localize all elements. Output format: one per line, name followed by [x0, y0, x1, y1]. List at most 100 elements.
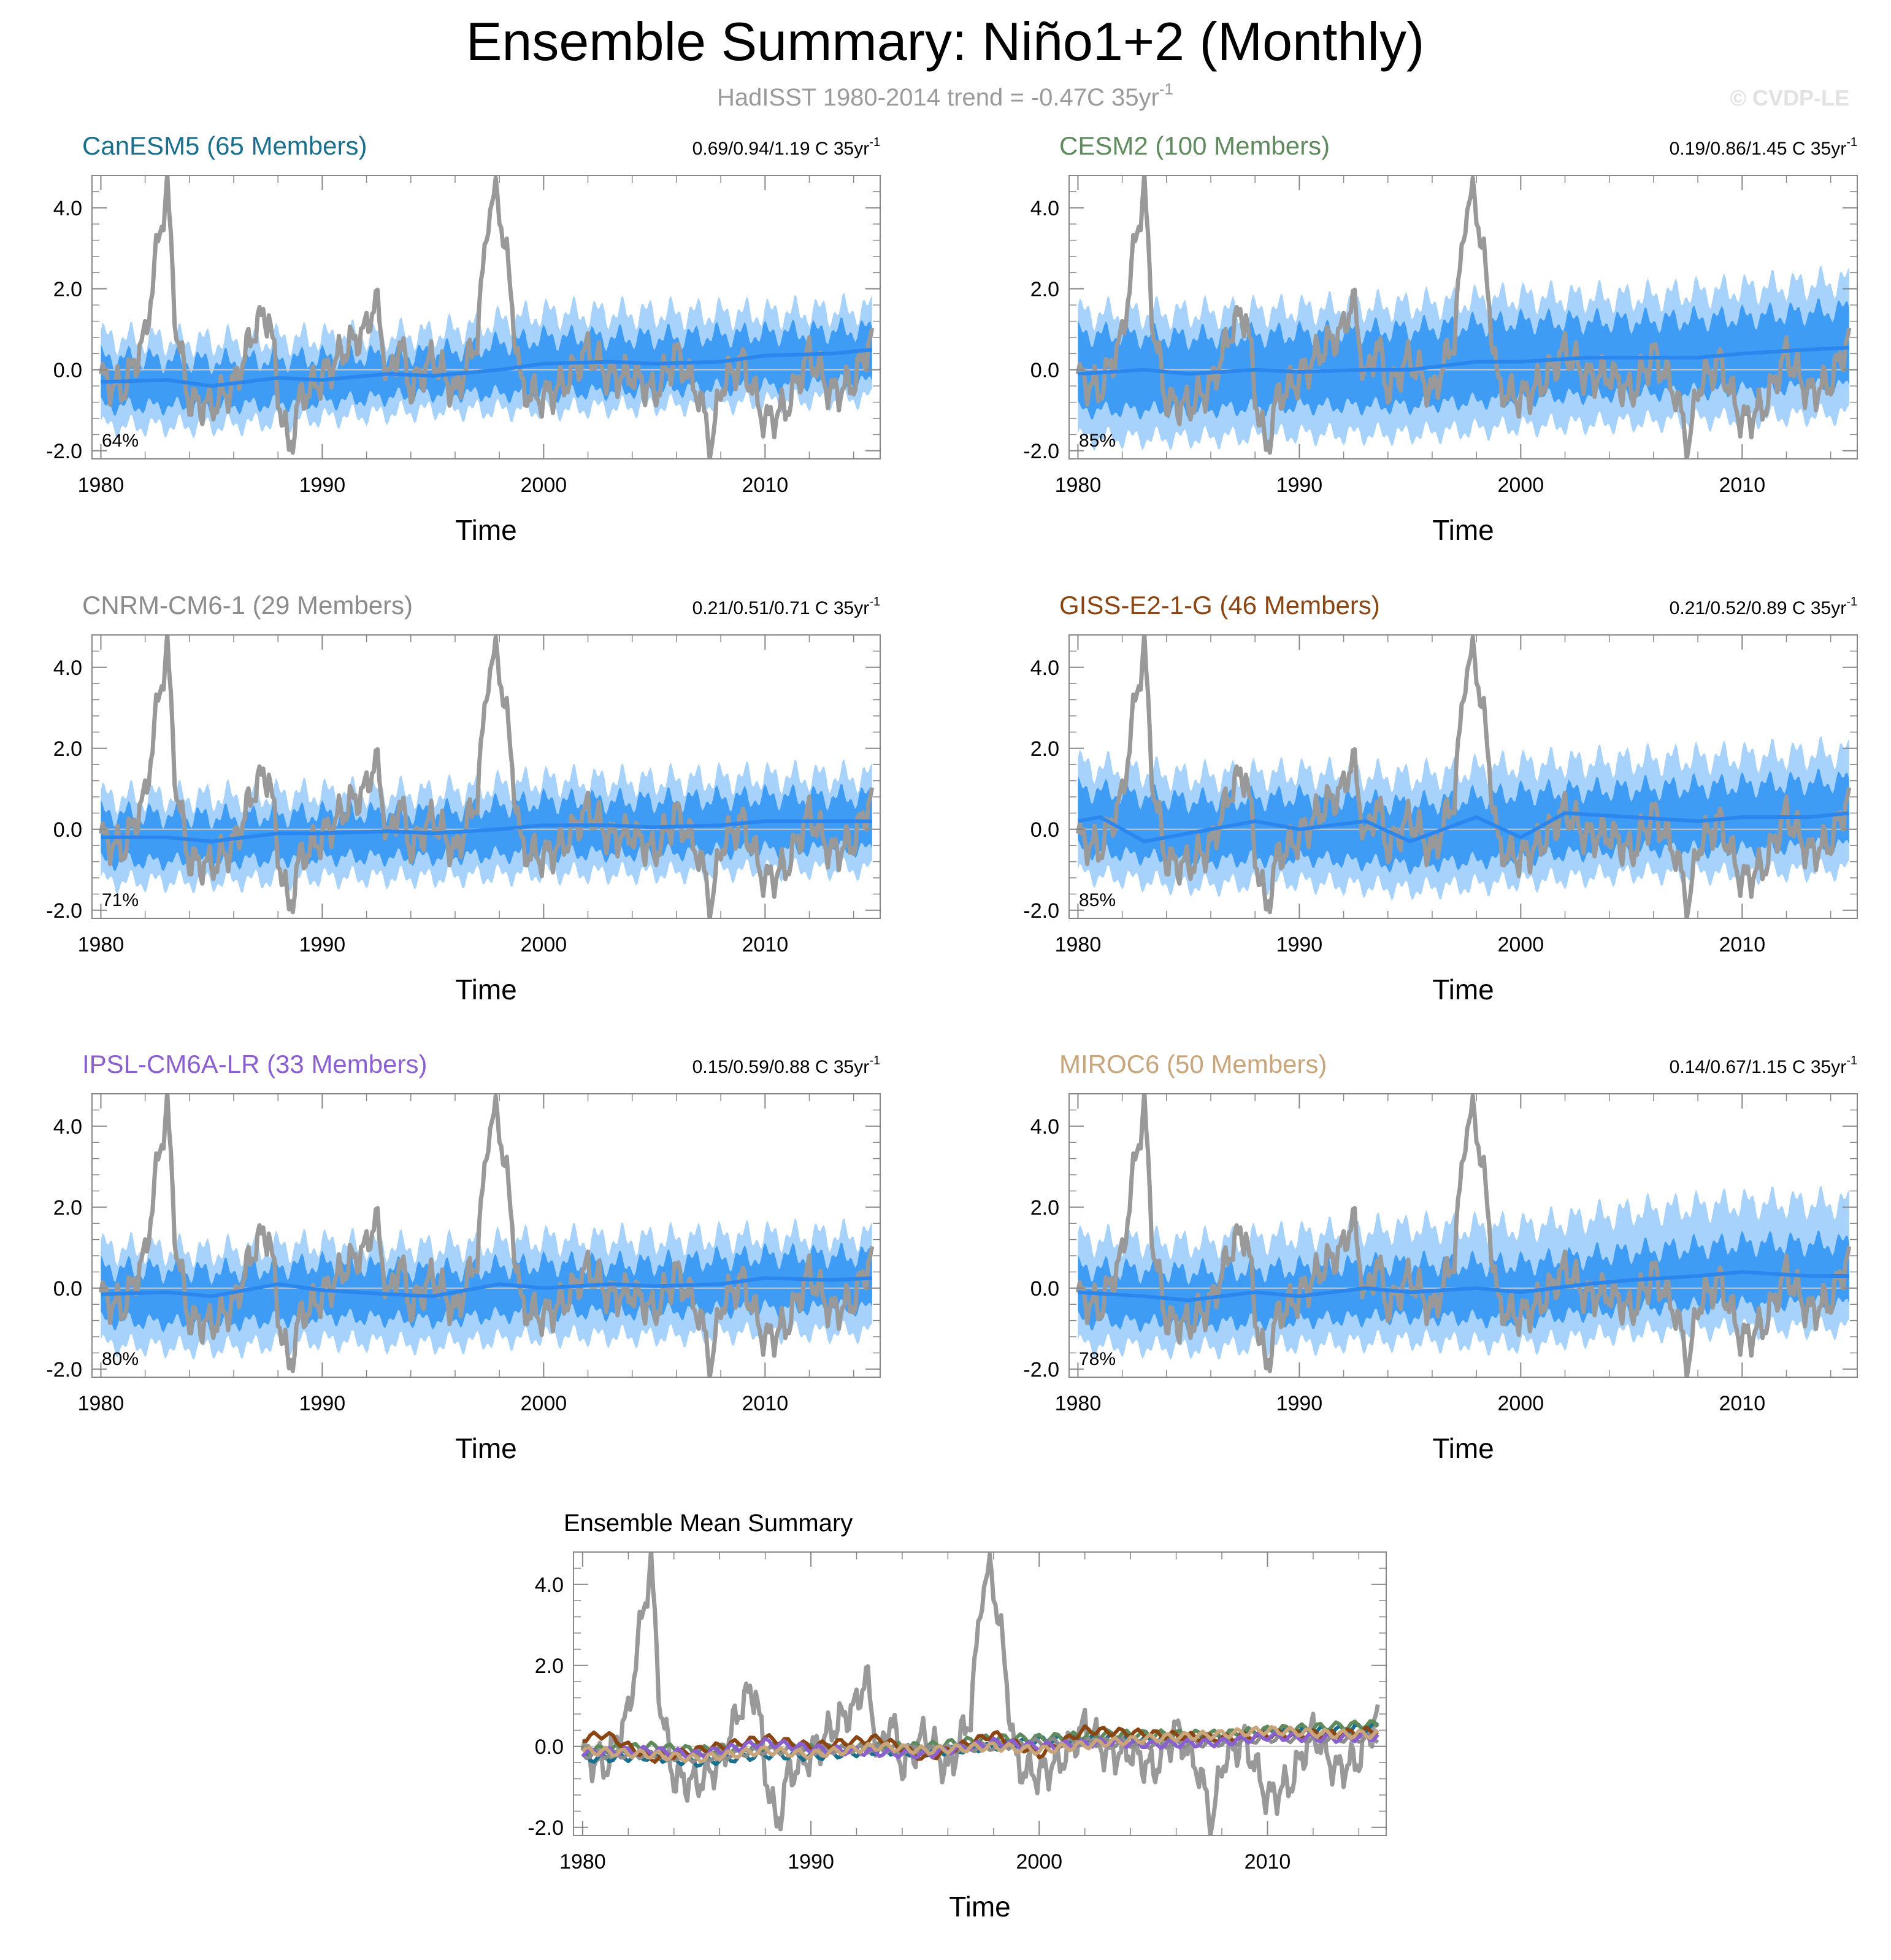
trend-sup: -1: [869, 1054, 880, 1067]
y-tick-label: 2.0: [53, 278, 82, 301]
x-tick-label: 1990: [1276, 933, 1323, 956]
plot-frame: [1068, 1093, 1858, 1378]
y-tick-label: 0.0: [53, 1277, 82, 1301]
x-axis-label: Time: [455, 514, 517, 546]
y-tick-label: -2.0: [46, 899, 82, 923]
y-tick-label: 2.0: [535, 1654, 564, 1678]
observed-line: [1075, 635, 1852, 918]
plot-area: [573, 1552, 1386, 1835]
x-tick-label: 2000: [521, 474, 567, 497]
y-tick-label: 4.0: [53, 197, 82, 220]
x-axis-label: Time: [455, 974, 517, 1005]
panel-title: IPSL-CM6A-LR (33 Members): [82, 1050, 427, 1078]
y-tick-label: 4.0: [1030, 197, 1059, 220]
trend-label: 0.69/0.94/1.19 C 35yr-1: [692, 136, 880, 159]
observed-line: [580, 1552, 1380, 1835]
percent-label: 85%: [1079, 890, 1116, 910]
x-tick-label: 2010: [1719, 474, 1765, 497]
series-line-ipsl-cm6a-lr: [581, 1731, 1379, 1759]
percent-label: 64%: [102, 431, 139, 451]
plot-area: [1069, 635, 1857, 918]
chart-panel-2: -2.0 0.0 2.0 4.0 1980 1990 2000 2010 Time CNRM-CM…: [46, 591, 881, 1005]
panel-title: CESM2 (100 Members): [1059, 131, 1330, 160]
x-axis-label: Time: [1432, 514, 1494, 546]
y-tick-label: 2.0: [1030, 278, 1059, 301]
y-tick-label: 2.0: [1030, 1196, 1059, 1220]
x-tick-label: 1980: [1055, 1392, 1102, 1415]
x-tick-label: 2010: [742, 474, 788, 497]
x-tick-label: 1980: [78, 474, 125, 497]
x-tick-label: 1990: [788, 1850, 834, 1874]
x-axis-label: Time: [1432, 1432, 1494, 1464]
y-tick-label: 2.0: [53, 1196, 82, 1220]
trend-sup: -1: [869, 595, 880, 609]
series-line-ensemble-mean: [101, 819, 872, 844]
plot-area: [92, 175, 880, 459]
x-tick-label: 1990: [1276, 1392, 1323, 1415]
figure-title: Ensemble Summary: Niño1+2 (Monthly): [466, 11, 1425, 72]
trend-value: 0.21/0.52/0.89 C 35yr: [1670, 598, 1847, 618]
plot-frame: [1068, 175, 1858, 459]
series-line-ensemble-mean: [1078, 345, 1849, 376]
plot-frame: [573, 1551, 1387, 1836]
trend-label: 0.15/0.59/0.88 C 35yr-1: [692, 1054, 880, 1077]
panel-title: MIROC6 (50 Members): [1059, 1050, 1327, 1078]
y-tick-label: 0.0: [535, 1735, 564, 1759]
panel-title: CanESM5 (65 Members): [82, 131, 367, 160]
trend-label: 0.14/0.67/1.15 C 35yr-1: [1670, 1054, 1857, 1077]
x-tick-label: 1980: [559, 1850, 606, 1874]
panel-title: GISS-E2-1-G (46 Members): [1059, 591, 1380, 620]
y-tick-label: 2.0: [1030, 737, 1059, 761]
plot-area: [1069, 175, 1857, 459]
watermark: © CVDP-LE: [1730, 85, 1849, 110]
trend-value: 0.69/0.94/1.19 C 35yr: [692, 139, 870, 159]
chart-panel-0: -2.0 0.0 2.0 4.0 1980 1990 2000 2010 Time CanESM5…: [46, 131, 881, 546]
plot-frame: [91, 175, 881, 459]
chart-panel-1: -2.0 0.0 2.0 4.0 1980 1990 2000 2010 Time CESM2 (…: [1023, 131, 1858, 546]
x-tick-label: 2010: [1719, 1392, 1765, 1415]
y-tick-label: 0.0: [1030, 359, 1059, 382]
x-tick-label: 2000: [521, 933, 567, 956]
observed-line: [98, 635, 875, 918]
x-tick-label: 2010: [1719, 933, 1765, 956]
trend-sup: -1: [1846, 595, 1857, 609]
x-axis-label: Time: [949, 1891, 1011, 1923]
x-tick-label: 1990: [299, 1392, 346, 1415]
x-tick-label: 1990: [299, 933, 346, 956]
trend-value: 0.19/0.86/1.45 C 35yr: [1670, 139, 1847, 159]
plot-frame: [1068, 634, 1858, 919]
y-tick-label: -2.0: [1023, 440, 1059, 463]
x-tick-label: 2000: [1016, 1850, 1062, 1874]
y-tick-label: -2.0: [527, 1816, 564, 1840]
x-tick-label: 2000: [1498, 474, 1544, 497]
subtitle-base: HadISST 1980-2014 trend = -0.47C 35yr: [717, 84, 1159, 111]
percent-label: 80%: [102, 1349, 139, 1369]
plot-frame: [91, 1093, 881, 1378]
trend-value: 0.21/0.51/0.71 C 35yr: [692, 598, 870, 618]
trend-value: 0.15/0.59/0.88 C 35yr: [692, 1057, 870, 1077]
series-line-ensemble-mean: [1077, 811, 1850, 844]
y-tick-label: -2.0: [1023, 899, 1059, 923]
trend-sup: -1: [1846, 136, 1857, 149]
observed-line: [98, 1094, 875, 1377]
series-line-ensemble-mean: [101, 348, 873, 388]
x-tick-label: 2010: [1245, 1850, 1291, 1874]
observed-line: [1075, 1094, 1852, 1377]
x-tick-label: 2000: [1498, 933, 1544, 956]
chart-panel-6: -2.0 0.0 2.0 4.0 1980 1990 2000 2010 Time Ensembl…: [527, 1510, 1387, 1923]
figure-subtitle: HadISST 1980-2014 trend = -0.47C 35yr-1: [717, 80, 1173, 111]
x-axis-label: Time: [1432, 974, 1494, 1005]
panels: -2.0 0.0 2.0 4.0 1980 1990 2000 2010 Time CanESM5…: [46, 131, 1858, 1923]
inner-spread-band: [1078, 298, 1849, 420]
chart-panel-5: -2.0 0.0 2.0 4.0 1980 1990 2000 2010 Time MIROC6 …: [1023, 1050, 1858, 1464]
x-tick-label: 2010: [742, 933, 788, 956]
trend-label: 0.21/0.52/0.89 C 35yr-1: [1670, 595, 1857, 618]
trend-value: 0.14/0.67/1.15 C 35yr: [1670, 1057, 1847, 1077]
plot-area: [1069, 1094, 1857, 1377]
y-tick-label: 4.0: [1030, 656, 1059, 680]
x-tick-label: 2010: [742, 1392, 788, 1415]
y-tick-label: 4.0: [53, 1115, 82, 1139]
trend-label: 0.19/0.86/1.45 C 35yr-1: [1670, 136, 1857, 159]
x-tick-label: 1990: [1276, 474, 1323, 497]
y-tick-label: 4.0: [535, 1574, 564, 1597]
